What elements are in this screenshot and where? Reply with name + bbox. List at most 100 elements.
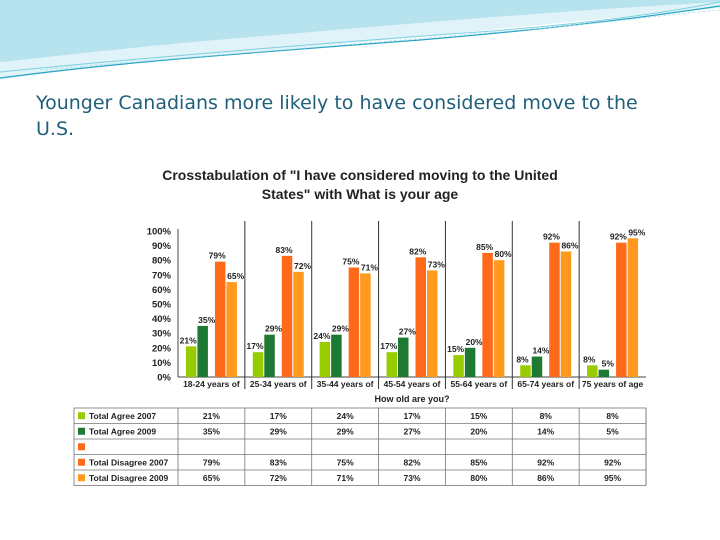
slide-title: Younger Canadians more likely to have co… bbox=[36, 92, 638, 140]
legend-key bbox=[78, 443, 85, 451]
bar bbox=[185, 346, 197, 377]
bar bbox=[587, 365, 598, 377]
bar-data-label: 86% bbox=[561, 240, 578, 250]
bar-data-label: 17% bbox=[380, 341, 397, 351]
bar-data-label: 79% bbox=[209, 251, 226, 261]
bar-chart: Crosstabulation of "I have considered mo… bbox=[73, 167, 647, 486]
data-table-cell: 8% bbox=[540, 411, 553, 421]
data-table-cell: 73% bbox=[403, 473, 420, 483]
bar-data-label: 24% bbox=[313, 331, 330, 341]
y-tick-label: 60% bbox=[152, 285, 172, 296]
bar bbox=[197, 325, 208, 377]
bar-data-label: 71% bbox=[361, 262, 378, 272]
data-table-row-label: Total Agree 2007 bbox=[89, 411, 156, 421]
bar-data-label: 72% bbox=[294, 261, 311, 271]
bar bbox=[549, 242, 560, 377]
bar bbox=[453, 355, 464, 377]
bar-data-label: 8% bbox=[583, 354, 596, 364]
data-table-cell: 82% bbox=[403, 457, 420, 467]
data-table-cell: 21% bbox=[203, 411, 220, 421]
bar bbox=[331, 334, 342, 377]
x-tick-label: 45-54 years of bbox=[384, 379, 441, 389]
data-table-cell: 92% bbox=[604, 457, 621, 467]
bar bbox=[560, 251, 572, 377]
bar-data-label: 82% bbox=[409, 246, 426, 256]
bar-data-label: 20% bbox=[466, 337, 483, 347]
data-table-cell: 80% bbox=[470, 473, 487, 483]
bar bbox=[293, 271, 304, 377]
data-table-cell: 8% bbox=[606, 411, 619, 421]
data-table-cell: 35% bbox=[203, 426, 220, 436]
legend-key bbox=[78, 412, 85, 420]
data-table-cell: 27% bbox=[403, 426, 420, 436]
legend-key bbox=[78, 427, 85, 435]
bar-data-label: 29% bbox=[265, 324, 282, 334]
bar-data-label: 5% bbox=[602, 359, 615, 369]
bar bbox=[281, 255, 293, 377]
bar-data-label: 85% bbox=[476, 242, 493, 252]
data-table-cell: 75% bbox=[337, 457, 354, 467]
bar-data-label: 73% bbox=[428, 259, 445, 269]
y-tick-label: 10% bbox=[152, 358, 172, 369]
bar-data-label: 27% bbox=[399, 327, 416, 337]
y-tick-label: 30% bbox=[152, 329, 172, 340]
bar bbox=[226, 282, 237, 377]
x-tick-label: 55-64 years of bbox=[451, 379, 508, 389]
bar-data-label: 14% bbox=[532, 346, 549, 356]
bar-data-label: 15% bbox=[447, 344, 464, 354]
bar bbox=[415, 257, 426, 377]
bar bbox=[598, 369, 610, 377]
bar bbox=[427, 270, 438, 377]
slide-header-swoosh bbox=[0, 0, 720, 80]
bar-data-label: 95% bbox=[628, 227, 645, 237]
data-table-cell: 72% bbox=[270, 473, 287, 483]
bar-data-label: 83% bbox=[276, 245, 293, 255]
data-table-cell: 92% bbox=[537, 457, 554, 467]
data-table-cell: 29% bbox=[337, 426, 354, 436]
bar bbox=[616, 242, 627, 377]
bar bbox=[386, 352, 397, 377]
y-tick-label: 20% bbox=[152, 343, 172, 354]
data-table-cell: 65% bbox=[203, 473, 220, 483]
data-table-row-label: Total Agree 2009 bbox=[89, 426, 156, 436]
data-table-cell: 71% bbox=[337, 473, 354, 483]
y-tick-label: 40% bbox=[152, 314, 172, 325]
bar bbox=[482, 252, 493, 377]
x-tick-label: 25-34 years of bbox=[250, 379, 307, 389]
data-table-cell: 83% bbox=[270, 457, 287, 467]
data-table-cell: 20% bbox=[470, 426, 487, 436]
data-table-cell: 24% bbox=[337, 411, 354, 421]
chart-title-line: Crosstabulation of "I have considered mo… bbox=[162, 167, 558, 183]
data-table-row-label: Total Disagree 2007 bbox=[89, 457, 168, 467]
y-tick-label: 80% bbox=[152, 256, 172, 267]
data-table-cell: 79% bbox=[203, 457, 220, 467]
data-table-cell: 15% bbox=[470, 411, 487, 421]
bar bbox=[627, 238, 639, 377]
bar bbox=[464, 347, 476, 377]
x-tick-label: 18-24 years of bbox=[183, 379, 240, 389]
bar bbox=[264, 334, 275, 377]
x-axis-title: How old are you? bbox=[374, 394, 449, 404]
chart-title-line: States" with What is your age bbox=[262, 186, 459, 202]
bar bbox=[493, 260, 505, 377]
bar-data-label: 75% bbox=[342, 257, 359, 267]
data-table-cell: 86% bbox=[537, 473, 554, 483]
bar-data-label: 92% bbox=[543, 232, 560, 242]
y-tick-label: 0% bbox=[157, 373, 171, 384]
bar-data-label: 8% bbox=[516, 354, 529, 364]
data-table-cell: 17% bbox=[270, 411, 287, 421]
data-table-cell: 5% bbox=[606, 426, 619, 436]
y-tick-label: 90% bbox=[152, 241, 172, 252]
data-table-cell: 29% bbox=[270, 426, 287, 436]
y-tick-label: 50% bbox=[152, 300, 172, 311]
bar bbox=[252, 352, 264, 377]
x-tick-label: 35-44 years of bbox=[317, 379, 374, 389]
data-table-row-label: Total Disagree 2009 bbox=[89, 473, 168, 483]
bar bbox=[398, 337, 409, 377]
bar-data-label: 65% bbox=[227, 271, 244, 281]
bar bbox=[348, 267, 360, 377]
bar-data-label: 17% bbox=[247, 341, 264, 351]
bar bbox=[319, 341, 331, 377]
chart-panel: Crosstabulation of "I have considered mo… bbox=[68, 156, 652, 490]
bar-data-label: 92% bbox=[610, 232, 627, 242]
